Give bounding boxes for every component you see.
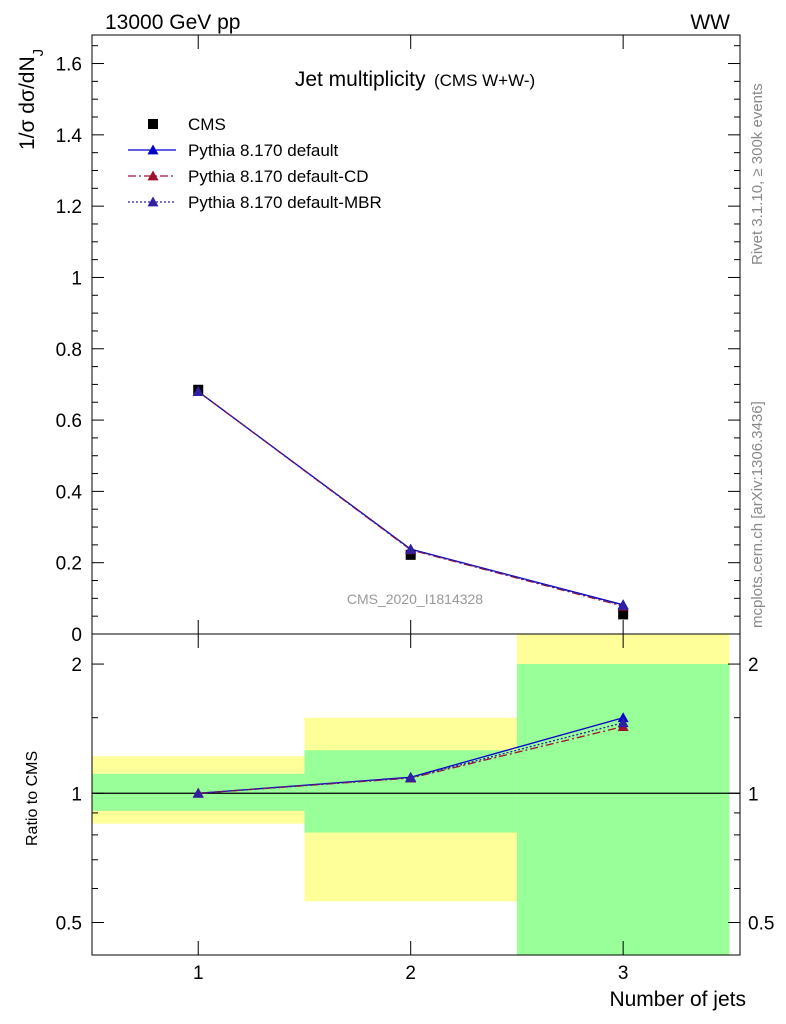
main-y-axis-label: 1/σ dσ/dNJ <box>16 49 47 150</box>
legend-marker-cms <box>148 119 158 129</box>
source-label: mcplots.cern.ch [arXiv:1306.3436] <box>749 401 766 628</box>
process-label: WW <box>690 11 730 34</box>
ratio-y-tick-label: 1 <box>71 784 82 805</box>
chart-subtitle: (CMS W+W-) <box>434 71 535 90</box>
ratio-y-tick-label-right: 1 <box>748 784 759 805</box>
chart-title: Jet multiplicity <box>295 68 426 91</box>
x-tick-label: 3 <box>618 963 629 984</box>
ratio-band-inner <box>516 664 730 955</box>
ratio-y-tick-label: 2 <box>71 655 82 676</box>
y-tick-label: 0.2 <box>56 554 82 575</box>
mc-series-line <box>197 391 624 606</box>
rivet-version-label: Rivet 3.1.10, ≥ 300k events <box>749 83 766 265</box>
ratio-point <box>617 717 629 728</box>
mc-point <box>405 543 417 554</box>
x-tick-label: 1 <box>193 963 204 984</box>
mc-series-line <box>197 391 624 607</box>
mc-series-line <box>197 391 624 607</box>
ratio-point <box>405 772 417 783</box>
x-tick-label: 2 <box>405 963 416 984</box>
legend-label: Pythia 8.170 default-CD <box>188 167 369 186</box>
ratio-frame <box>91 633 741 956</box>
legend-label: Pythia 8.170 default <box>188 141 339 160</box>
cms-data-point <box>405 549 416 560</box>
ratio-y-tick-label-right: 2 <box>748 655 759 676</box>
y-tick-label: 1.4 <box>56 126 83 147</box>
mc-point <box>617 599 629 610</box>
legend-marker <box>147 196 159 207</box>
mc-point <box>192 386 204 396</box>
legend-marker <box>147 170 159 181</box>
ratio-y-tick-label-right: 0.5 <box>748 913 774 934</box>
y-tick-label: 0.6 <box>56 411 82 432</box>
y-tick-label: 1.2 <box>56 197 82 218</box>
ratio-band-inner <box>304 750 517 833</box>
legend-marker <box>147 144 159 155</box>
y-tick-label: 1.6 <box>56 55 82 76</box>
legend-label: CMS <box>188 115 226 134</box>
y-tick-label: 0.4 <box>56 482 83 503</box>
x-axis-label: Number of jets <box>609 988 746 1011</box>
ratio-point <box>617 712 629 723</box>
main-panel: Jet multiplicity (CMS W+W-) CMS_2020_I18… <box>16 49 629 620</box>
ratio-y-tick-label: 0.5 <box>56 913 82 934</box>
y-tick-label: 0.8 <box>56 340 82 361</box>
cms-data-point <box>618 609 629 620</box>
legend-label: Pythia 8.170 default-MBR <box>188 193 382 212</box>
y-tick-label: 1 <box>71 268 82 289</box>
ratio-panel: Ratio to CMS Number of jets <box>24 634 746 1011</box>
energy-label: 13000 GeV pp <box>105 11 240 34</box>
y-tick-label: 0 <box>71 625 82 646</box>
legend: CMS Pythia 8.170 default Pythia 8.170 defa… <box>128 115 382 212</box>
ratio-y-axis-label: Ratio to CMS <box>24 751 41 846</box>
ratio-point <box>192 787 204 798</box>
main-title: Jet multiplicity (CMS W+W-) <box>295 68 535 91</box>
watermark-label: CMS_2020_I1814328 <box>347 591 483 607</box>
